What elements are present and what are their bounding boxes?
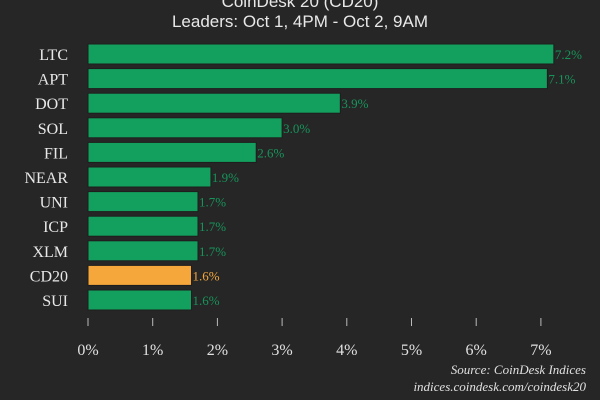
data-label: 1.7% — [199, 244, 226, 259]
bar-xlm — [87, 240, 199, 262]
bar-near — [87, 166, 212, 188]
source-label: Source: CoinDesk Indices — [450, 362, 586, 377]
category-label: APT — [38, 72, 68, 89]
x-tick-label: 4% — [336, 342, 357, 359]
x-tick-label: 1% — [142, 342, 163, 359]
category-label: LTC — [39, 47, 68, 64]
data-label: 2.6% — [257, 145, 284, 160]
data-label: 3.9% — [341, 96, 368, 111]
bar-sol — [87, 117, 283, 139]
x-tick-label: 7% — [530, 342, 551, 359]
x-tick-label: 6% — [466, 342, 487, 359]
bar-uni — [87, 191, 199, 213]
bar-ltc — [87, 43, 555, 65]
x-tick-label: 0% — [77, 342, 98, 359]
chart-subtitle: Leaders: Oct 1, 4PM - Oct 2, 9AM — [171, 12, 429, 31]
bar-dot — [87, 92, 341, 114]
data-label: 1.6% — [193, 268, 220, 283]
bar-fil — [87, 141, 257, 163]
data-label: 1.9% — [212, 170, 239, 185]
category-label: XLM — [32, 244, 68, 261]
bar-sui — [87, 289, 193, 311]
category-label: NEAR — [24, 170, 68, 187]
x-tick-label: 3% — [271, 342, 292, 359]
category-label: SOL — [38, 121, 68, 138]
category-label: UNI — [40, 195, 68, 212]
category-label: DOT — [35, 96, 68, 113]
data-label: 7.2% — [555, 47, 582, 62]
bar-apt — [87, 68, 548, 90]
chart-title: CoinDesk 20 (CD20) — [221, 0, 379, 11]
data-label: 1.6% — [193, 293, 220, 308]
data-label: 7.1% — [548, 72, 575, 87]
source-url: indices.coindesk.com/coindesk20 — [413, 379, 586, 394]
bar-icp — [87, 215, 199, 237]
category-label: FIL — [44, 145, 68, 162]
category-label: ICP — [43, 219, 68, 236]
data-label: 3.0% — [283, 121, 310, 136]
x-tick-label: 2% — [207, 342, 228, 359]
x-tick-label: 5% — [401, 342, 422, 359]
data-label: 1.7% — [199, 219, 226, 234]
data-label: 1.7% — [199, 195, 226, 210]
bar-cd20 — [87, 264, 193, 286]
category-label: CD20 — [30, 268, 68, 285]
category-label: SUI — [42, 293, 68, 310]
